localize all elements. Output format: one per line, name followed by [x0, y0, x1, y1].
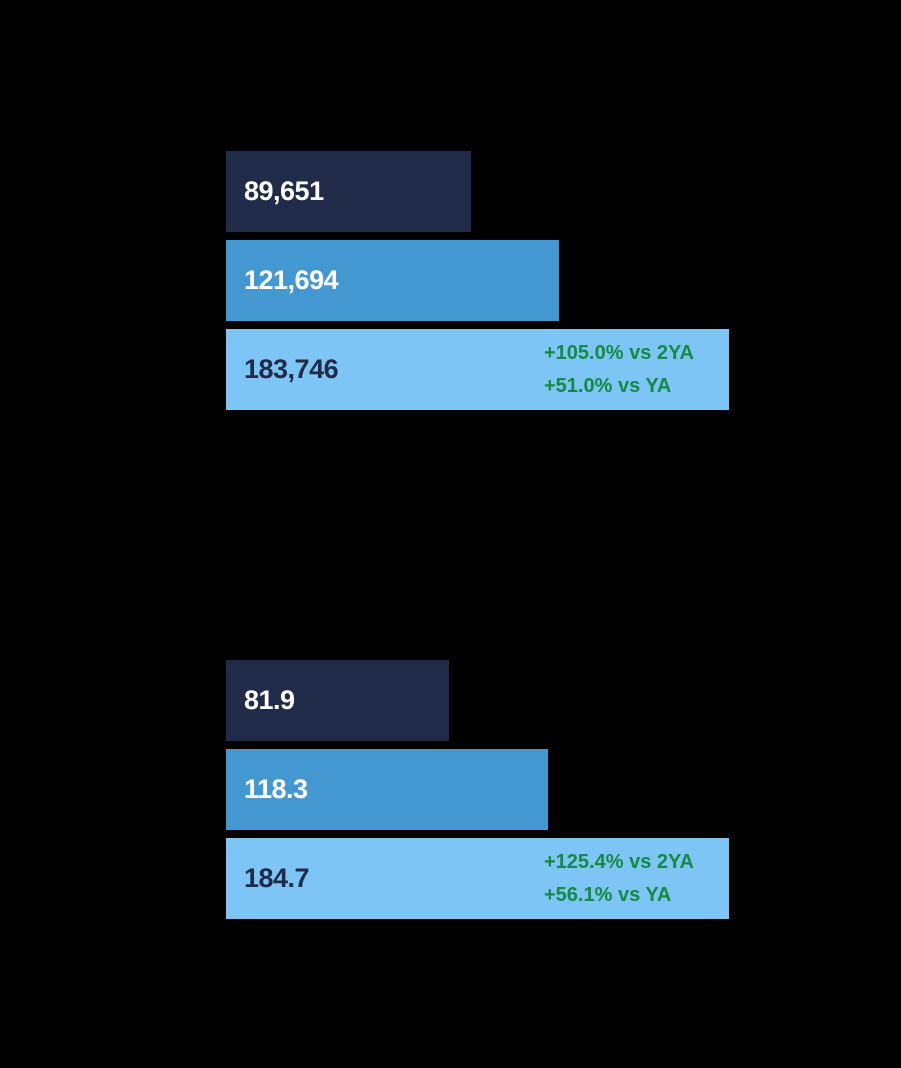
- bar-row: 183,746 +105.0% vs 2YA +51.0% vs YA: [226, 329, 729, 410]
- bar-row: 184.7 +125.4% vs 2YA +56.1% vs YA: [226, 838, 729, 919]
- bar-value-label: 81.9: [244, 685, 295, 715]
- bar-row: 89,651: [226, 151, 471, 232]
- bar-chart-group-1: 89,651 121,694 183,746 +105.0% vs 2YA +51.0%…: [226, 151, 729, 410]
- bar-value-label: 183,746: [244, 354, 339, 384]
- annotation-vs-ya: +56.1% vs YA: [544, 883, 672, 906]
- bar-annotations: +105.0% vs 2YA +51.0% vs YA: [544, 337, 694, 403]
- bar-row: 81.9: [226, 660, 449, 741]
- bar-value-label: 118.3: [244, 774, 308, 804]
- bar-chart-group-2: 81.9 118.3 184.7 +125.4% vs 2YA +56.1% vs YA: [226, 660, 729, 919]
- bar-row: 118.3: [226, 749, 548, 830]
- bar-annotations: +125.4% vs 2YA +56.1% vs YA: [544, 846, 694, 912]
- bar-value-label: 184.7: [244, 863, 310, 893]
- bar-row: 121,694: [226, 240, 559, 321]
- bar-value-label: 89,651: [244, 176, 324, 206]
- bar-value-label: 121,694: [244, 265, 339, 295]
- annotation-vs-2ya: +105.0% vs 2YA: [544, 341, 694, 364]
- annotation-vs-ya: +51.0% vs YA: [544, 374, 672, 397]
- annotation-vs-2ya: +125.4% vs 2YA: [544, 850, 694, 873]
